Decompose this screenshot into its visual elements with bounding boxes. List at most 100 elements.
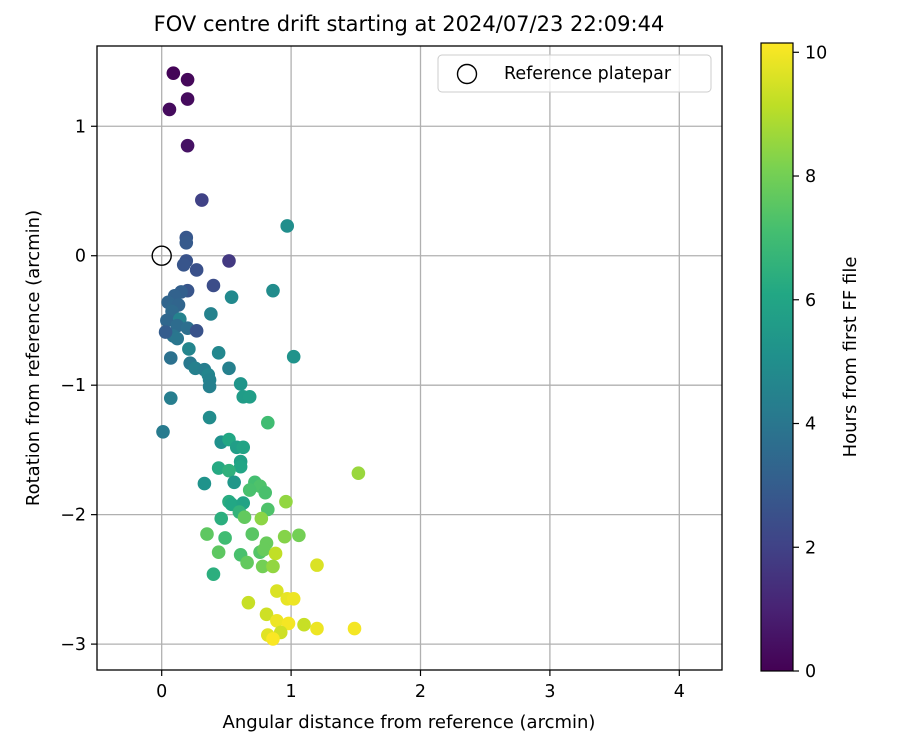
colorbar-tick-label: 2: [805, 538, 816, 558]
x-tick-label: 1: [286, 682, 297, 702]
data-point: [218, 531, 232, 545]
data-point: [233, 459, 248, 474]
data-point: [240, 555, 254, 570]
colorbar-label: Hours from first FF file: [840, 257, 861, 458]
legend-box: [437, 54, 712, 93]
data-point: [270, 584, 284, 598]
data-point: [170, 331, 185, 346]
data-point: [206, 567, 221, 581]
data-point: [189, 324, 204, 338]
data-point: [281, 616, 296, 631]
data-point: [270, 614, 284, 628]
data-point: [180, 92, 195, 106]
data-point: [158, 325, 173, 339]
legend-label: Reference platepar: [504, 64, 672, 84]
colorbar: 0 2 4 6 8 10 Hours from first FF file: [760, 42, 861, 682]
data-point: [176, 257, 191, 272]
data-point: [224, 290, 239, 304]
data-point: [280, 219, 295, 233]
data-point: [347, 621, 362, 636]
data-point: [180, 72, 195, 87]
data-point: [236, 440, 251, 455]
colorbar-tick-label: 10: [805, 43, 827, 63]
colorbar-tick-label: 6: [805, 291, 816, 311]
data-point: [261, 415, 275, 430]
data-point: [222, 361, 236, 376]
x-tick-label: 2: [415, 682, 426, 702]
data-point: [292, 528, 306, 543]
colorbar-ticks: 0 2 4 6 8 10: [793, 43, 827, 682]
y-axis-label: Rotation from reference (arcmin): [23, 210, 44, 506]
data-point: [211, 461, 226, 475]
data-point: [163, 391, 178, 405]
grid: [97, 46, 722, 670]
legend: Reference platepar: [437, 54, 712, 93]
data-point: [259, 607, 274, 622]
x-axis-label: Angular distance from reference (arcmin): [223, 712, 596, 733]
colorbar-tick-label: 0: [805, 662, 816, 682]
data-point: [211, 346, 226, 360]
chart-title: FOV centre drift starting at 2024/07/23 …: [154, 12, 665, 36]
data-point: [257, 542, 271, 557]
x-tick-label: 3: [544, 682, 555, 702]
data-point: [197, 476, 212, 491]
data-point: [180, 138, 195, 153]
data-point: [237, 510, 252, 525]
data-point: [189, 263, 204, 277]
y-tick-label: −1: [60, 376, 86, 396]
reference-marker-layer: [151, 245, 172, 266]
data-point: [286, 591, 301, 606]
legend-marker-open-circle: [456, 63, 478, 85]
data-point: [266, 559, 280, 574]
y-tick-label: 0: [75, 247, 86, 267]
colorbar-tick-label: 4: [805, 415, 816, 435]
colorbar-frame: [760, 42, 794, 672]
plot-frame: [96, 45, 723, 671]
data-point: [200, 527, 214, 541]
data-point: [268, 546, 283, 561]
data-point: [211, 545, 226, 559]
y-axis: 1 0 −1 −2 −3: [60, 117, 97, 655]
data-point: [286, 349, 301, 364]
data-point: [156, 424, 170, 439]
data-point: [222, 463, 236, 478]
y-tick-label: −3: [60, 635, 86, 655]
data-point: [170, 318, 185, 333]
colorbar-gradient: [761, 43, 793, 671]
colorbar-tick-label: 8: [805, 167, 816, 187]
data-point: [242, 483, 257, 497]
data-point: [242, 390, 257, 404]
data-point: [195, 193, 209, 207]
data-point: [297, 617, 311, 632]
data-point: [266, 632, 280, 646]
data-point: [206, 278, 221, 293]
x-tick-label: 4: [674, 682, 685, 702]
data-point: [163, 351, 178, 365]
data-point: [162, 102, 177, 117]
data-point: [266, 283, 280, 298]
data-point: [182, 342, 196, 356]
data-point: [245, 527, 260, 541]
data-point: [351, 466, 366, 481]
x-axis: 0 1 2 3 4: [156, 670, 685, 702]
data-point: [258, 485, 273, 500]
data-point: [202, 379, 217, 394]
data-point: [166, 66, 181, 80]
data-point: [310, 558, 324, 572]
data-point: [202, 410, 217, 425]
data-point: [277, 529, 292, 544]
y-tick-label: −2: [60, 506, 86, 526]
data-point: [241, 595, 256, 610]
data-point: [255, 559, 270, 574]
data-point: [179, 235, 194, 250]
y-tick-label: 1: [75, 117, 86, 137]
data-point: [204, 307, 218, 321]
data-point: [227, 475, 241, 490]
data-point: [214, 511, 229, 526]
reference-platepar-marker: [151, 245, 172, 266]
data-point: [254, 511, 269, 526]
data-point: [310, 621, 324, 636]
data-point: [222, 254, 236, 268]
